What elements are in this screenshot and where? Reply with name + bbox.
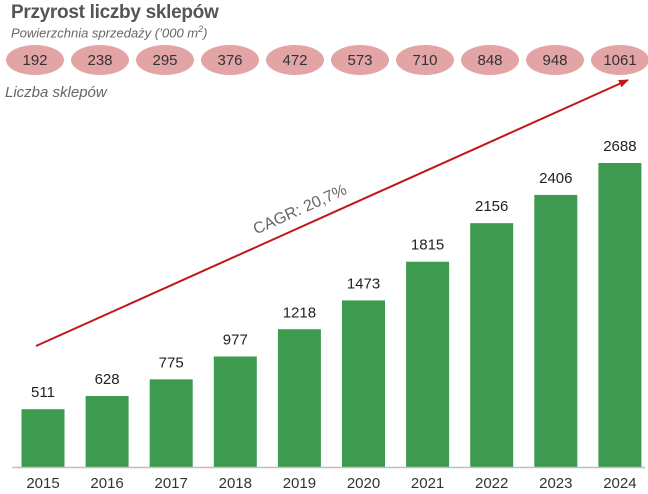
x-tick-label: 2016	[90, 475, 123, 492]
area-value-label: 1061	[603, 52, 636, 69]
bar	[21, 409, 65, 467]
x-tick-label: 2018	[219, 475, 252, 492]
area-ellipse	[201, 45, 259, 75]
bar-value-label: 1218	[283, 304, 316, 321]
area-ellipse	[396, 45, 454, 75]
cagr-arrow	[35, 79, 629, 347]
bar-value-label: 1815	[411, 237, 444, 254]
x-tick-label: 2019	[283, 475, 316, 492]
x-tick-label: 2022	[475, 475, 508, 492]
bar	[213, 356, 257, 467]
subtitle-text: Powierzchnia sprzedaży (’000 m	[11, 25, 199, 41]
x-tick-label: 2023	[539, 475, 572, 492]
x-tick-label: 2017	[155, 475, 188, 492]
area-value-label: 848	[477, 52, 502, 69]
area-value-label: 295	[152, 52, 177, 69]
subtitle-sup: 2	[198, 24, 204, 34]
bar	[470, 223, 514, 467]
cagr-annotation: CAGR: 20,7%	[251, 182, 350, 239]
bar-value-label: 2156	[475, 198, 508, 215]
area-ellipse	[266, 45, 324, 75]
area-ellipse	[331, 45, 389, 75]
bar-value-label: 511	[31, 384, 55, 401]
area-value-label: 192	[22, 52, 47, 69]
bar-value-label: 2406	[539, 170, 572, 187]
area-value-label: 472	[282, 52, 307, 69]
bar	[534, 194, 578, 467]
bar	[149, 379, 193, 467]
area-ellipse	[591, 45, 648, 75]
area-ellipse	[461, 45, 519, 75]
x-tick-label: 2020	[347, 475, 380, 492]
area-ellipse	[6, 45, 64, 75]
bar	[342, 300, 385, 467]
bar	[406, 261, 450, 467]
area-ellipse	[71, 45, 129, 75]
x-tick-label: 2021	[411, 475, 444, 492]
chart-subtitle: Powierzchnia sprzedaży (’000 m2)	[11, 24, 208, 40]
x-tick-label: 2024	[603, 475, 636, 492]
area-value-label: 376	[217, 52, 242, 69]
bar	[85, 395, 129, 467]
area-value-label: 710	[412, 52, 437, 69]
store-count-label: Liczba sklepów	[5, 84, 107, 101]
bar-value-label: 775	[159, 354, 184, 371]
area-value-label: 238	[87, 52, 112, 69]
area-ellipse	[136, 45, 194, 75]
x-tick-label: 2015	[26, 475, 59, 492]
area-ellipse	[526, 45, 584, 75]
bar-value-label: 628	[95, 371, 120, 388]
bar	[277, 329, 321, 467]
bar-value-label: 977	[223, 332, 248, 349]
bar-value-label: 1473	[347, 275, 380, 292]
area-value-label: 948	[542, 52, 567, 69]
chart-title: Przyrost liczby sklepów	[11, 2, 219, 23]
area-value-label: 573	[347, 52, 372, 69]
bar-value-label: 2688	[603, 138, 636, 155]
bar	[598, 163, 642, 467]
subtitle-close: )	[203, 25, 208, 41]
